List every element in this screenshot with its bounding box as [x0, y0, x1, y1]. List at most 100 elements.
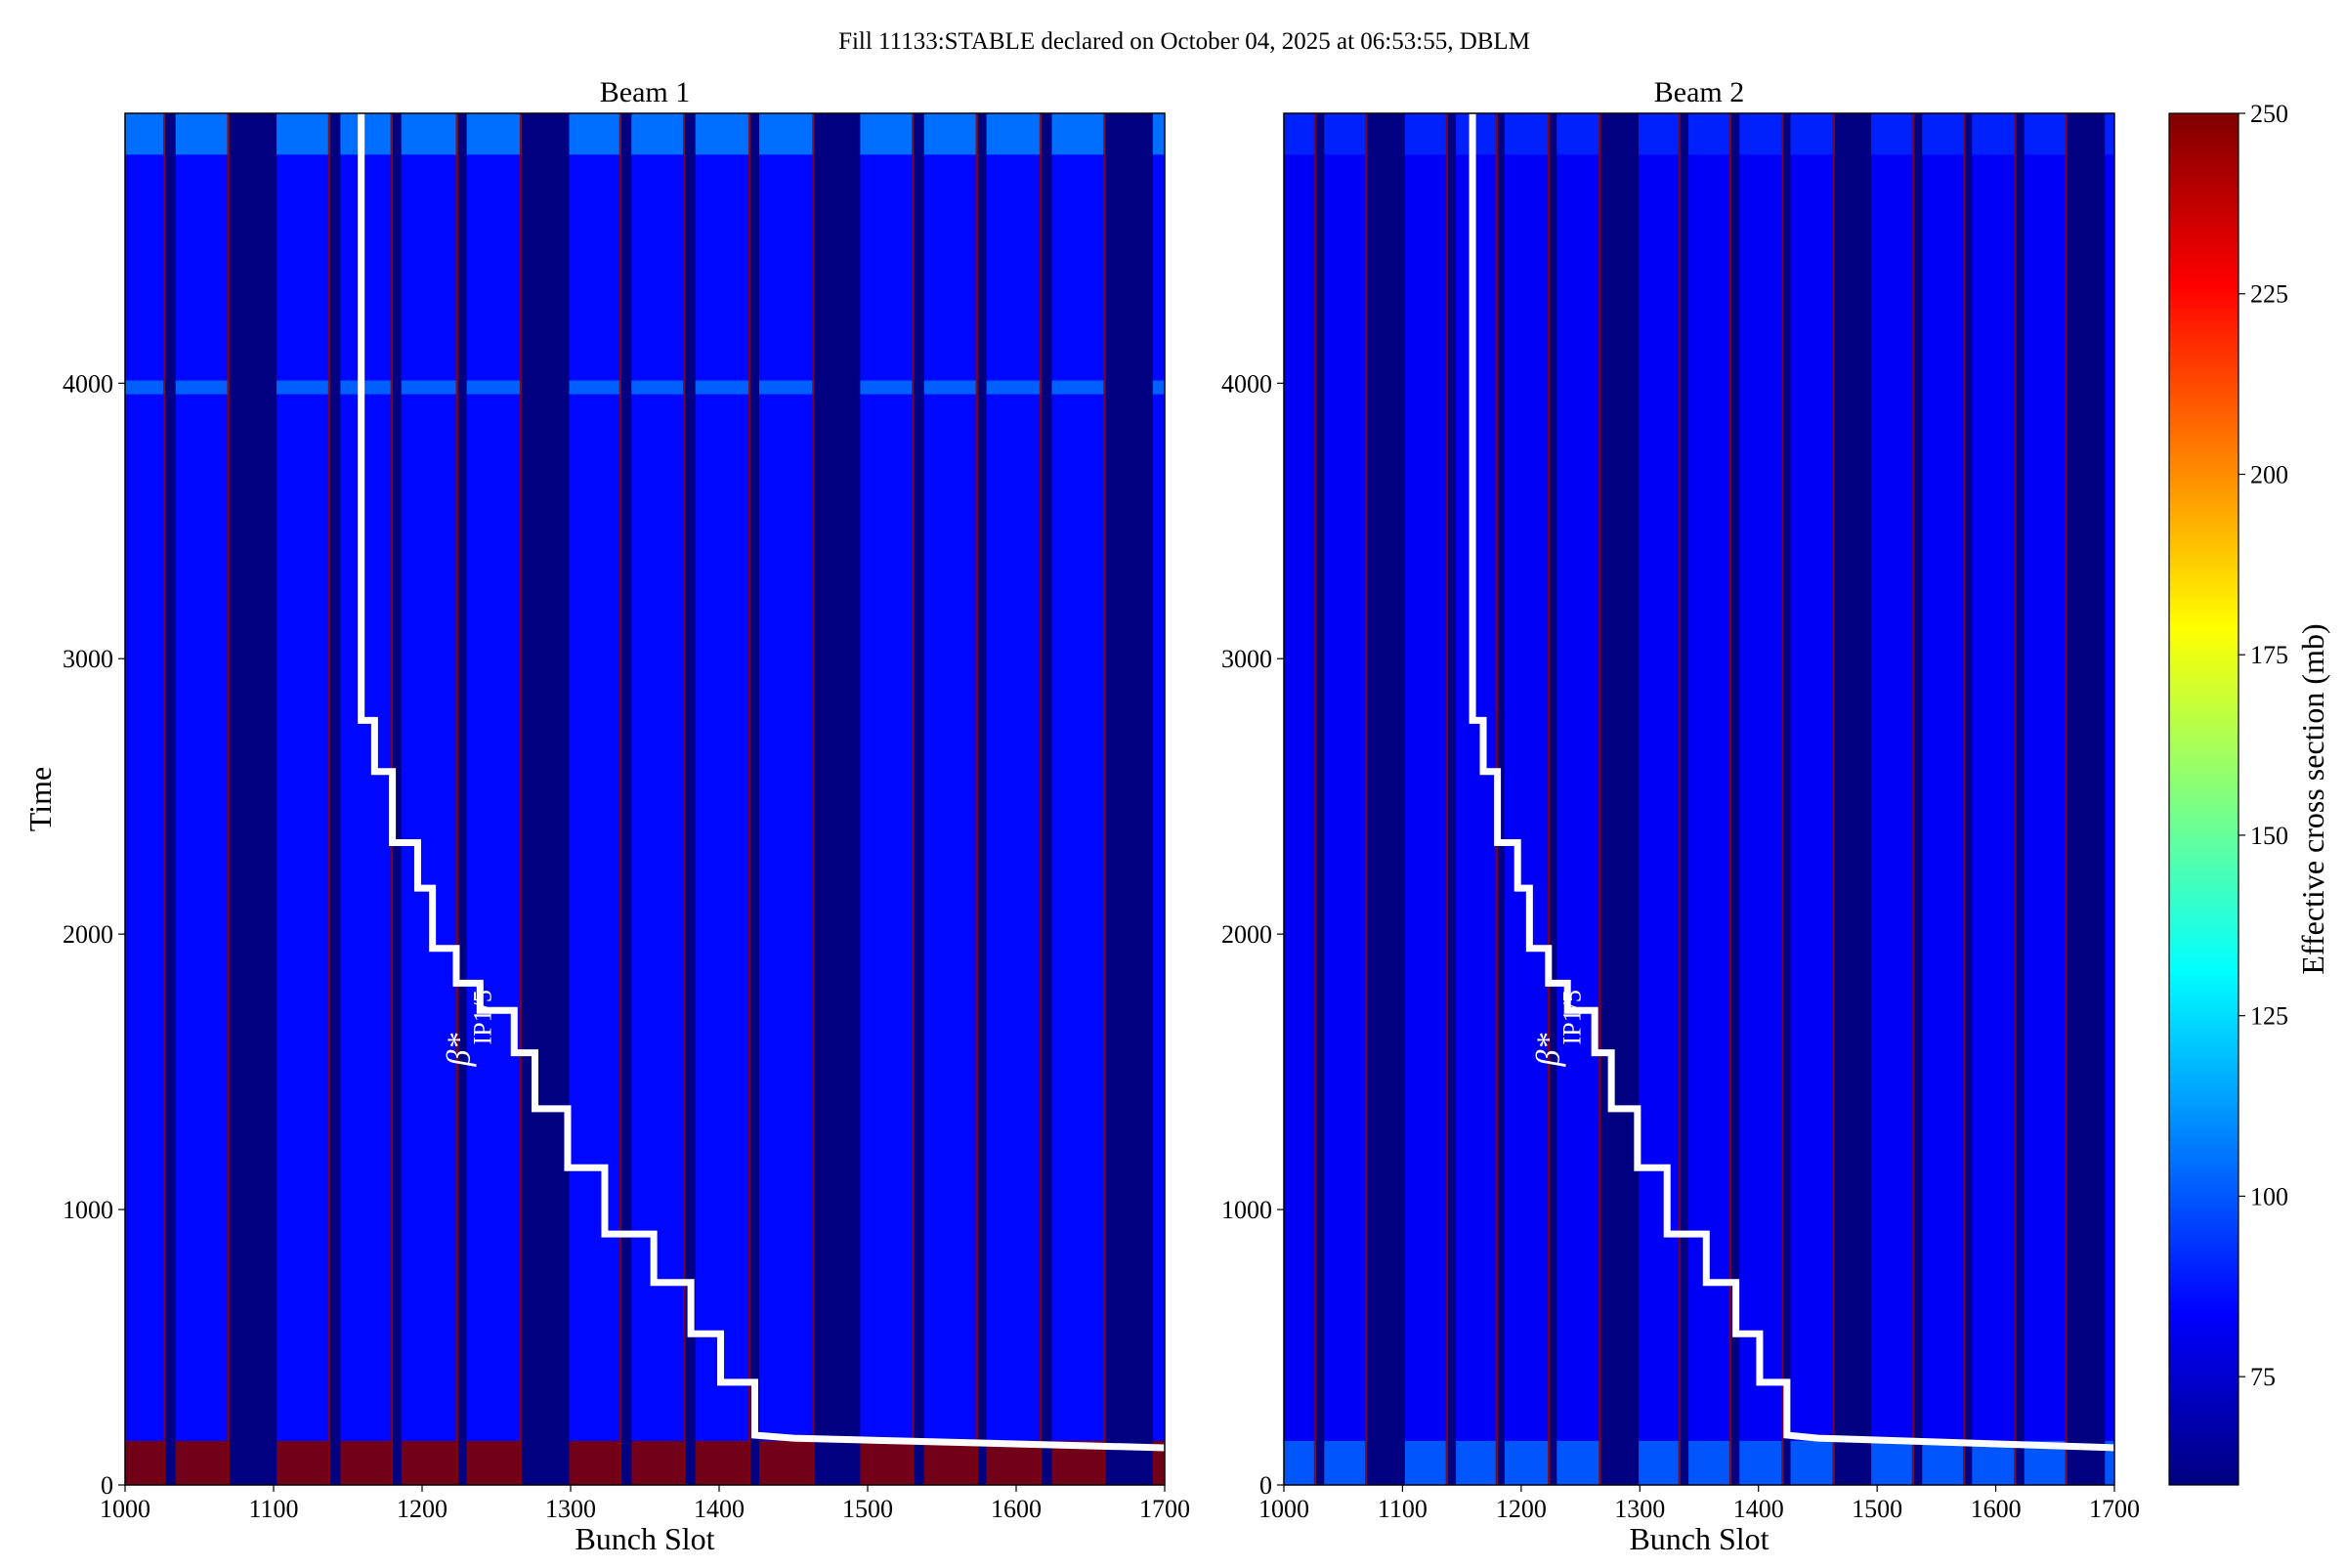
y-tick-label: 3000	[1221, 645, 1272, 673]
y-tick-label: 0	[101, 1471, 113, 1500]
bottom-region-cells	[1152, 1440, 1165, 1485]
bunch-train-cells	[175, 113, 230, 1485]
train-edge-cells	[227, 113, 230, 1485]
bright-band-cells	[569, 113, 621, 155]
train-edge-cells	[618, 113, 622, 1485]
bright-band-cells	[401, 113, 458, 155]
train-edge-cells	[519, 113, 523, 1485]
bottom-region-cells	[1404, 1440, 1448, 1485]
bright-band-cells	[569, 380, 621, 395]
beta-star-label: β*	[442, 1034, 478, 1068]
bottom-region-cells	[1639, 1440, 1681, 1485]
bunch-train-cells	[986, 113, 1042, 1485]
bright-band-cells	[986, 380, 1042, 395]
x-tick-label: 1300	[545, 1495, 596, 1523]
bottom-region-cells	[466, 1440, 522, 1485]
bright-band-cells	[175, 113, 230, 155]
beta-star-step-line	[358, 113, 1166, 1452]
bright-band-cells	[860, 113, 915, 155]
y-tick-label: 1000	[1221, 1196, 1272, 1224]
train-edge-cells	[1728, 113, 1732, 1485]
bottom-region-cells	[860, 1440, 915, 1485]
bottom-region-cells	[1790, 1440, 1835, 1485]
colorbar-tick-label: 175	[2250, 641, 2288, 669]
train-edge-cells	[747, 113, 751, 1485]
bright-band-cells	[1456, 113, 1498, 155]
beam-2-heatmap: β*IP1/5 Beam 2 1000 1100 1200 1300 1400 1500 160…	[1221, 76, 2140, 1556]
bottom-region-cells	[923, 1440, 978, 1485]
bunch-train-cells	[695, 113, 750, 1485]
bright-band-cells	[1051, 380, 1106, 395]
bright-band-cells	[860, 380, 915, 395]
bright-band-cells	[277, 113, 330, 155]
bunch-train-cells	[1152, 113, 1165, 1485]
bunch-train-cells	[860, 113, 915, 1485]
train-edge-cells	[812, 113, 815, 1485]
bunch-train-cells	[1922, 113, 1965, 1485]
train-edge-cells	[2065, 113, 2068, 1485]
bunch-train-cells	[631, 113, 686, 1485]
bright-band-cells	[1324, 113, 1367, 155]
train-edge-cells	[1599, 113, 1601, 1485]
x-tick-label: 1300	[1614, 1495, 1665, 1523]
x-tick-label: 1000	[1258, 1495, 1309, 1523]
bottom-region-cells	[277, 1440, 330, 1485]
train-edge-cells	[163, 113, 166, 1485]
bottom-region-cells	[1556, 1440, 1601, 1485]
bright-band-cells	[1922, 113, 1965, 155]
bunch-train-cells	[1556, 113, 1601, 1485]
bottom-region-cells	[1688, 1440, 1731, 1485]
colorbar-tick-label: 125	[2250, 1002, 2288, 1031]
train-edge-cells	[1678, 113, 1682, 1485]
train-edge-cells	[1039, 113, 1043, 1485]
bright-band-cells	[125, 380, 166, 395]
bright-band-cells	[1556, 113, 1601, 155]
colorbar-tick-label: 150	[2250, 822, 2288, 850]
bunch-train-cells	[1404, 113, 1448, 1485]
train-edge-cells	[1313, 113, 1317, 1485]
bunch-train-cells	[2024, 113, 2068, 1485]
colorbar-gradient	[2168, 112, 2239, 1486]
bottom-region-cells	[695, 1440, 750, 1485]
y-tick-label: 3000	[63, 645, 113, 673]
bright-band-cells	[1972, 113, 2017, 155]
bright-band-cells	[1688, 113, 1731, 155]
colorbar-tick-label: 100	[2250, 1182, 2288, 1210]
bottom-region-cells	[175, 1440, 230, 1485]
bunch-train-cells	[1051, 113, 1106, 1485]
bright-band-cells	[1639, 113, 1681, 155]
bright-band-cells	[1152, 380, 1165, 395]
train-edge-cells	[1911, 113, 1915, 1485]
y-tick-label: 0	[1259, 1471, 1272, 1500]
bright-band-cells	[923, 113, 978, 155]
bright-band-cells	[340, 380, 393, 395]
plot-frame	[124, 112, 1166, 1486]
train-edge-cells	[1365, 113, 1368, 1485]
x-tick-label: 1200	[1496, 1495, 1547, 1523]
bunch-train-cells	[2105, 113, 2114, 1485]
x-tick-label: 1700	[2089, 1495, 2140, 1523]
bottom-region-cells	[1456, 1440, 1498, 1485]
beta-star-subscript: IP1/5	[469, 990, 497, 1044]
train-edge-cells	[1445, 113, 1449, 1485]
x-tick-label: 1600	[1971, 1495, 2022, 1523]
bunch-train-cells	[1324, 113, 1367, 1485]
subplot-title: Beam 1	[600, 76, 690, 108]
subplot-title: Beam 2	[1654, 76, 1744, 108]
bright-band-cells	[986, 113, 1042, 155]
bright-band-cells	[1871, 113, 1914, 155]
bright-band-cells	[1739, 113, 1784, 155]
figure-title: Fill 11133:STABLE declared on October 04…	[838, 28, 1530, 55]
colorbar-tick-label: 200	[2250, 460, 2288, 488]
train-edge-cells	[1781, 113, 1784, 1485]
bunch-train-cells	[1284, 113, 1316, 1485]
bottom-region-cells	[569, 1440, 621, 1485]
bunch-train-cells	[1688, 113, 1731, 1485]
y-tick-label: 1000	[63, 1196, 113, 1224]
y-tick-label: 2000	[1221, 920, 1272, 949]
bright-band-cells	[2105, 113, 2114, 155]
bright-band-cells	[466, 380, 522, 395]
bunch-train-cells	[1871, 113, 1914, 1485]
x-axis-label: Bunch Slot	[1629, 1521, 1769, 1556]
